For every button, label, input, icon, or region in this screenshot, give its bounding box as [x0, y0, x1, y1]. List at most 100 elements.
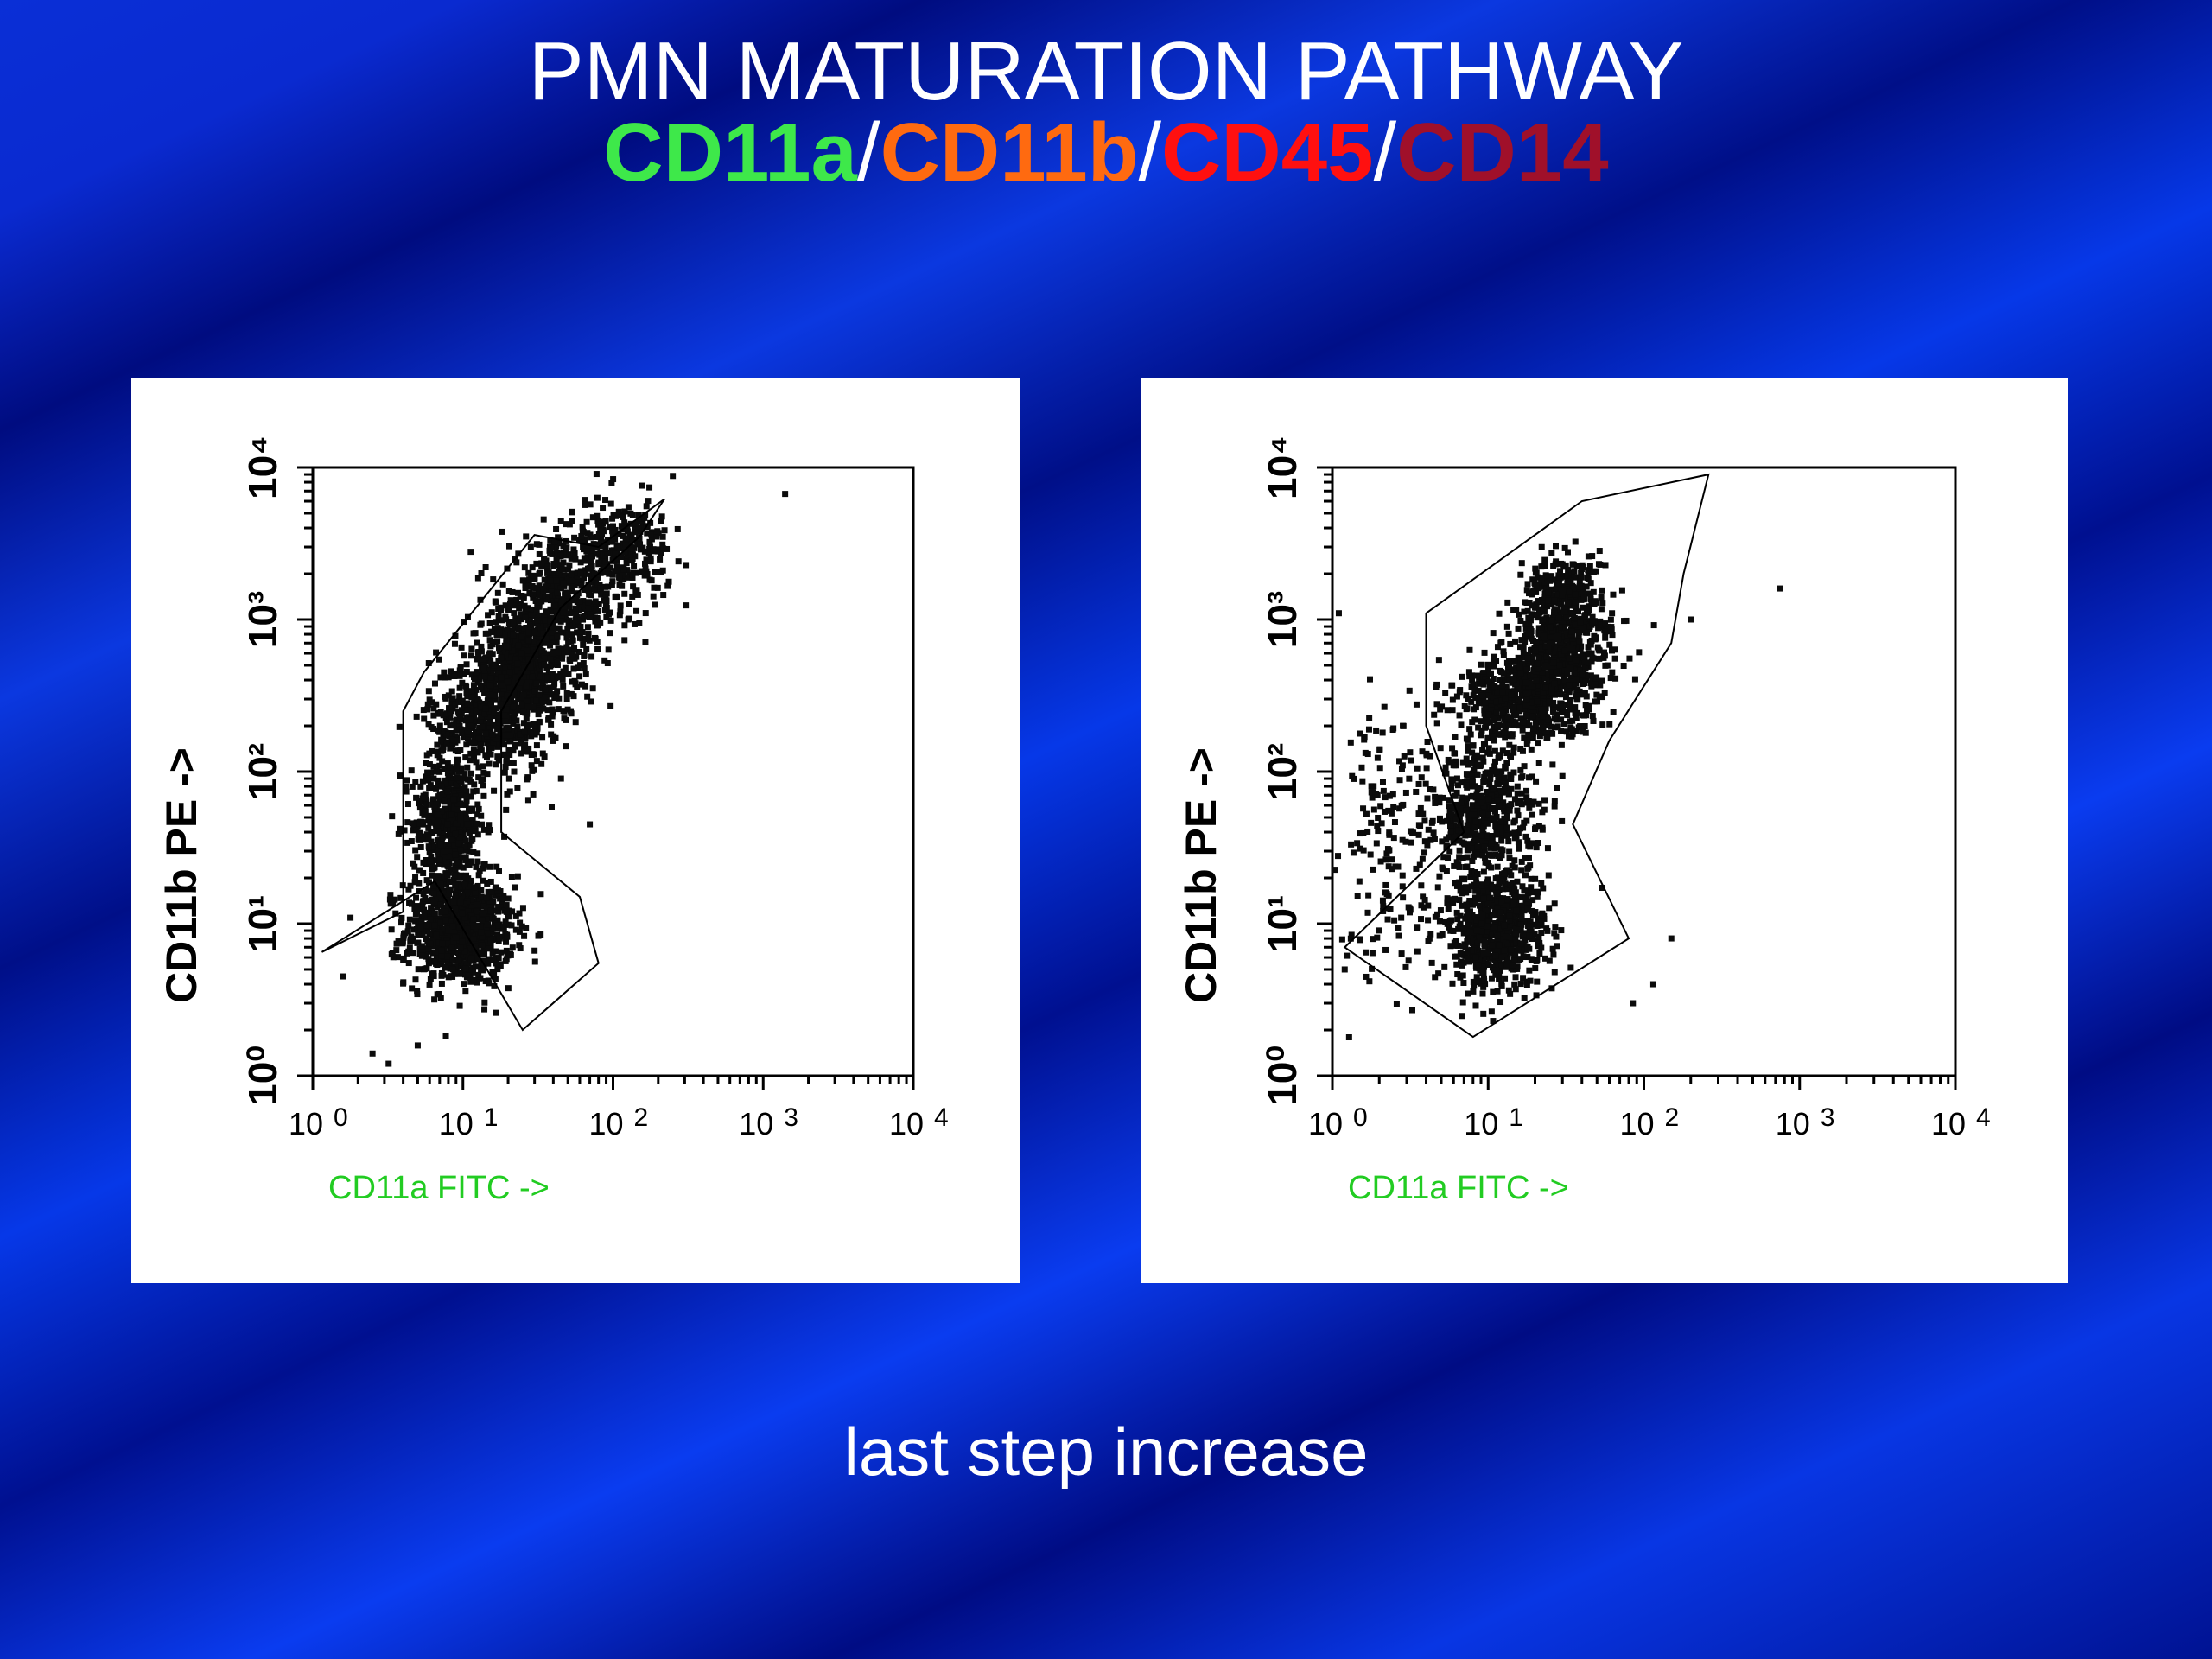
data-point: [554, 688, 561, 695]
data-point: [513, 596, 520, 603]
data-point: [505, 664, 512, 671]
data-point: [472, 889, 479, 896]
data-point: [557, 552, 564, 559]
data-point: [422, 965, 429, 972]
data-point: [475, 805, 482, 812]
data-point: [1552, 924, 1559, 931]
data-point: [621, 622, 628, 629]
data-point: [461, 948, 468, 955]
data-point: [405, 960, 412, 967]
data-point: [438, 980, 445, 987]
data-point: [518, 650, 525, 657]
data-point: [1535, 823, 1542, 830]
data-point: [1535, 760, 1542, 766]
data-point: [1427, 836, 1434, 843]
data-point: [450, 796, 457, 803]
data-point: [620, 513, 626, 520]
x-tick-label: 10 0: [289, 1103, 348, 1141]
data-point: [624, 552, 631, 559]
data-point: [584, 693, 591, 700]
data-point: [499, 682, 505, 689]
data-point: [468, 671, 475, 678]
data-point: [437, 901, 444, 908]
data-point: [452, 862, 459, 869]
data-point: [434, 955, 441, 962]
data-point: [423, 887, 430, 894]
data-point: [1446, 924, 1452, 931]
data-point: [431, 680, 438, 687]
data-point: [442, 777, 448, 784]
data-point: [480, 792, 487, 799]
data-point: [410, 827, 417, 834]
data-point: [599, 531, 606, 537]
data-point: [1504, 896, 1511, 903]
data-point: [478, 887, 485, 893]
data-point: [479, 821, 486, 828]
data-point: [604, 660, 611, 667]
data-point: [508, 922, 515, 929]
data-point: [1491, 957, 1498, 963]
data-point: [1590, 717, 1597, 724]
data-point: [429, 842, 435, 849]
data-point: [1485, 888, 1492, 895]
data-point: [524, 721, 531, 728]
data-point: [1474, 843, 1481, 850]
data-point: [537, 891, 544, 898]
data-point: [446, 792, 453, 799]
data-point: [512, 624, 518, 631]
data-point: [413, 713, 420, 720]
data-point: [419, 902, 426, 909]
data-point: [1478, 906, 1484, 912]
data-point: [1498, 981, 1505, 988]
data-point: [1402, 838, 1409, 845]
data-point: [1445, 906, 1452, 912]
data-point: [1416, 861, 1423, 868]
data-point: [1421, 838, 1428, 845]
data-point: [486, 708, 493, 715]
data-point: [1465, 922, 1472, 929]
data-point: [512, 656, 519, 663]
data-point: [621, 637, 628, 644]
data-point: [482, 630, 489, 637]
data-point: [1535, 933, 1542, 940]
data-point: [481, 673, 488, 680]
data-point: [493, 960, 499, 967]
data-point: [530, 791, 537, 798]
data-point: [473, 820, 480, 827]
data-point: [463, 789, 470, 796]
data-point: [437, 919, 444, 926]
data-point: [427, 819, 434, 826]
data-point: [400, 957, 407, 963]
data-point: [577, 570, 584, 577]
data-point: [1472, 900, 1479, 907]
data-point: [1480, 1010, 1487, 1017]
data-point: [503, 759, 510, 766]
data-point: [1452, 750, 1459, 757]
data-point: [425, 660, 432, 667]
marker-cd14: CD14: [1396, 106, 1609, 199]
data-point: [532, 697, 539, 704]
data-point: [1485, 945, 1492, 952]
data-point: [683, 562, 690, 569]
data-point: [421, 912, 428, 918]
data-point: [461, 914, 468, 921]
data-point: [1559, 817, 1566, 824]
data-point: [652, 569, 658, 575]
data-point: [650, 546, 657, 553]
data-point: [531, 658, 537, 664]
data-point: [1460, 979, 1467, 986]
data-point: [1529, 811, 1535, 818]
data-point: [456, 834, 463, 841]
data-point: [395, 830, 402, 837]
data-point: [495, 908, 502, 915]
data-point: [574, 683, 581, 690]
data-point: [435, 748, 442, 755]
data-point: [1486, 894, 1493, 901]
data-point: [462, 857, 469, 864]
data-point: [1510, 912, 1516, 918]
data-point: [1460, 925, 1467, 932]
data-point: [648, 577, 655, 584]
data-point: [442, 1033, 449, 1039]
data-point: [462, 988, 469, 995]
data-point: [457, 665, 464, 672]
